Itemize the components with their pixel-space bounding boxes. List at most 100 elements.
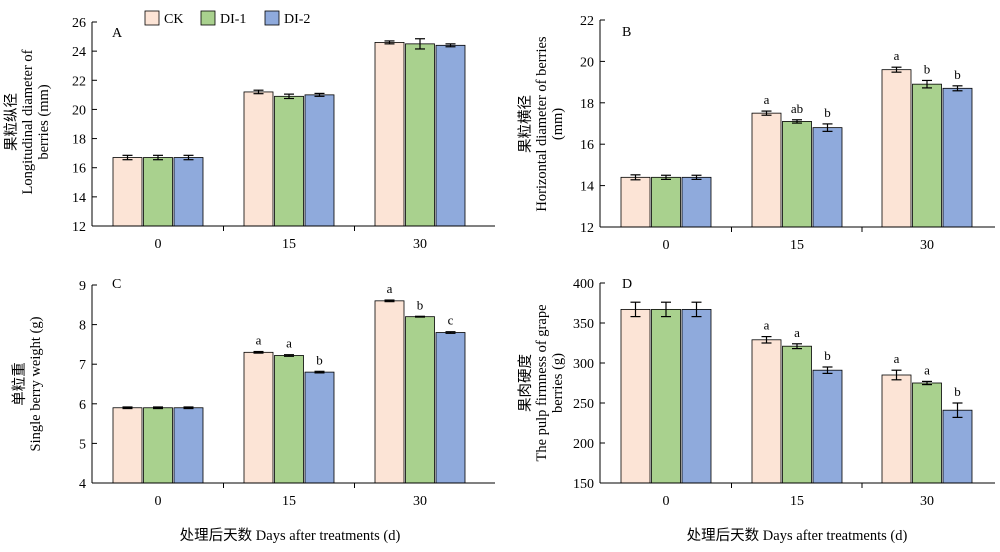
bar-di-2-day-0	[173, 157, 204, 227]
y-axis-title-line: 果肉硬度	[517, 354, 534, 412]
significance-letter: b	[954, 384, 961, 399]
bar-di-1-day-0	[651, 308, 681, 484]
y-tick-label: 7	[79, 358, 86, 373]
panel-tag: C	[112, 277, 121, 292]
significance-letter: b	[954, 67, 961, 82]
bar-ck-day-15	[751, 112, 782, 228]
bar-ck-day-15	[243, 351, 274, 484]
bar-di-1-day-0	[651, 176, 681, 228]
y-axis-title-line: The pulp firmness of grape	[534, 304, 550, 461]
y-tick-label: 4	[79, 477, 86, 492]
bar-di-1-day-30	[405, 316, 435, 484]
bar-di-2-day-0	[681, 308, 712, 484]
bar-di-1-day-30	[405, 43, 435, 227]
bar-di-1-day-15	[274, 95, 304, 227]
bar-di-2-day-30	[942, 87, 973, 228]
x-tick-label: 0	[663, 494, 670, 509]
y-tick-label: 12	[72, 220, 86, 235]
bar-ck-day-0	[620, 308, 651, 484]
y-tick-label: 8	[79, 319, 86, 334]
bar-di-2-day-15	[304, 94, 335, 227]
significance-letter: ab	[791, 101, 803, 116]
legend-label-di-2: DI-2	[284, 12, 310, 27]
x-tick-label: 0	[155, 237, 162, 252]
y-axis-title-line: 果粒纵径	[3, 93, 20, 151]
legend-label-ck: CK	[164, 12, 183, 27]
y-axis-title-line: (mm)	[550, 108, 566, 140]
panel-c: a a b a b c 4 5 6 7 8 9 0 15 30 C 单粒重 Single berry weight…	[11, 277, 495, 509]
y-tick-label: 18	[72, 133, 86, 148]
bar-ck-day-15	[751, 339, 782, 484]
bar-di-1-day-0	[143, 407, 173, 484]
bar-di-1-day-0	[143, 157, 173, 227]
bar-di-2-day-0	[173, 407, 204, 484]
bar-ck-day-30	[881, 69, 912, 228]
significance-letter: a	[286, 336, 292, 351]
significance-letter: a	[764, 318, 770, 333]
bar-di-1-day-15	[274, 355, 304, 484]
bar-di-1-day-15	[782, 345, 812, 484]
bar-di-1-day-30	[912, 83, 942, 228]
y-tick-label: 16	[72, 162, 86, 177]
y-axis-title-line: Longitudinal diameter of	[20, 49, 36, 194]
panel-tag: A	[112, 26, 123, 41]
significance-letter: b	[417, 297, 424, 312]
chart-panels: 12 14 16 18 20 22 24 26 0 15 30 A 果粒纵径 Longitudinal d…	[3, 14, 995, 509]
significance-letter: a	[894, 351, 900, 366]
significance-letter: a	[794, 325, 800, 340]
y-axis-title-line: 果粒横径	[517, 95, 534, 153]
x-axis-title-right: 处理后天数 Days after treatments (d)	[687, 527, 908, 544]
y-axis-title-line: berries (g)	[550, 353, 566, 413]
y-axis-title-line: berries (mm)	[36, 84, 52, 159]
significance-letter: a	[764, 92, 770, 107]
y-tick-label: 12	[580, 221, 594, 236]
y-tick-label: 18	[580, 97, 594, 112]
legend-swatch-di-2	[264, 10, 280, 26]
y-tick-label: 14	[72, 191, 86, 206]
panel-tag: D	[622, 277, 632, 292]
y-tick-label: 14	[580, 180, 594, 195]
x-tick-label: 15	[282, 494, 296, 509]
y-tick-label: 9	[79, 279, 86, 294]
y-axis-title-line: Single berry weight (g)	[28, 316, 44, 451]
bar-di-1-day-30	[912, 382, 942, 484]
bar-ck-day-0	[112, 407, 143, 484]
bar-ck-day-0	[112, 157, 143, 227]
bar-ck-day-30	[881, 374, 912, 484]
y-tick-label: 22	[72, 74, 86, 89]
panel-tag: B	[622, 25, 631, 40]
x-tick-label: 15	[790, 494, 804, 509]
significance-letter: a	[924, 362, 930, 377]
legend: CK DI-1 DI-2	[144, 10, 310, 27]
y-axis-title-line: 单粒重	[11, 362, 28, 406]
legend-label-di-1: DI-1	[220, 12, 246, 27]
y-tick-label: 20	[72, 103, 86, 118]
x-tick-label: 0	[155, 494, 162, 509]
y-tick-label: 400	[573, 277, 594, 292]
significance-letter: b	[924, 61, 931, 76]
y-axis-title-line: Horizontal diameter of berries	[534, 36, 550, 211]
x-tick-label: 30	[920, 494, 934, 509]
x-tick-label: 0	[663, 238, 670, 253]
bar-di-2-day-0	[681, 176, 712, 228]
x-tick-label: 15	[282, 237, 296, 252]
bar-di-2-day-15	[304, 371, 335, 484]
x-tick-label: 15	[790, 238, 804, 253]
bar-di-1-day-15	[782, 121, 812, 228]
x-axis-title-left: 处理后天数 Days after treatments (d)	[180, 527, 401, 544]
y-tick-label: 300	[573, 357, 594, 372]
bar-di-2-day-30	[942, 409, 973, 484]
bar-di-2-day-30	[435, 332, 466, 484]
bar-di-2-day-15	[812, 369, 843, 484]
significance-letter: b	[316, 352, 323, 367]
y-tick-label: 20	[580, 55, 594, 70]
panel-d: a a b a a b 150 200 250 300 350 400 0 15 30 D 果肉硬度 The pu…	[517, 277, 995, 509]
x-tick-label: 30	[413, 494, 427, 509]
bar-ck-day-15	[243, 91, 274, 227]
significance-letter: c	[448, 313, 454, 328]
significance-letter: a	[894, 48, 900, 63]
significance-letter: a	[387, 281, 393, 296]
y-tick-label: 16	[580, 138, 594, 153]
y-tick-label: 26	[72, 16, 86, 31]
